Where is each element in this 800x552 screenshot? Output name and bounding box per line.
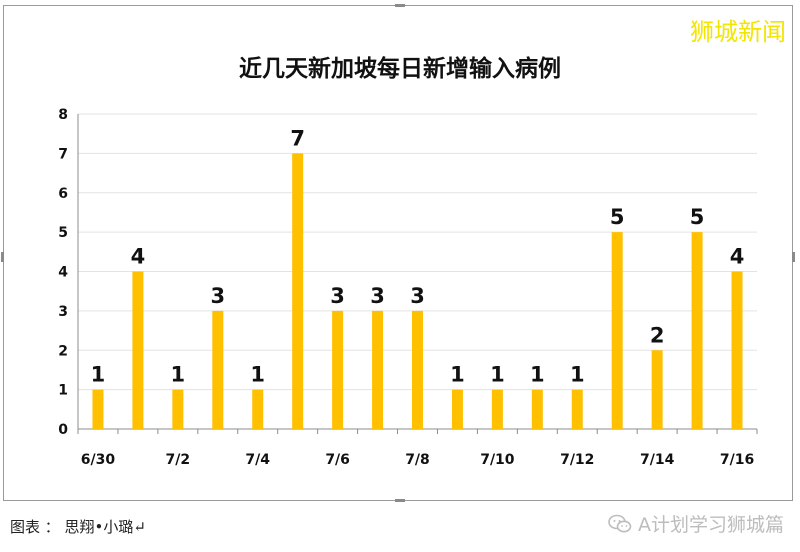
- bar: [731, 271, 743, 429]
- resize-handle-bottom[interactable]: [395, 499, 405, 502]
- bar: [571, 389, 583, 429]
- x-tick-label: 7/4: [245, 452, 270, 468]
- bar: [451, 389, 463, 429]
- data-label: 3: [370, 284, 385, 308]
- bar: [332, 310, 344, 429]
- chart-title: 近几天新加坡每日新增输入病例: [239, 55, 561, 82]
- tick-labels: 0 1 2 3 4 5 6 7 8 6/30 7/2 7/4 7/6 7/8 7/10 7/12 7/14 7/1…: [58, 107, 754, 468]
- bar: [252, 389, 264, 429]
- x-tick-label: 7/6: [325, 452, 350, 468]
- data-label: 1: [570, 363, 585, 387]
- x-tick-label: 7/16: [720, 452, 754, 468]
- bar-chart: 近几天新加坡每日新增输入病例 1 4 1 3 1 7 3 3 3 1 1 1 1 5 2 5 4 0 1 2 3 4 5 6…: [58, 55, 758, 468]
- x-tick-label: 7/12: [560, 452, 594, 468]
- x-tick-label: 7/14: [640, 452, 675, 468]
- bar: [132, 271, 144, 429]
- y-tick-label: 2: [58, 343, 68, 359]
- resize-handle-right[interactable]: [792, 252, 795, 262]
- bar: [412, 310, 423, 429]
- x-tick-label: 7/8: [405, 452, 430, 468]
- y-tick-label: 6: [58, 186, 68, 202]
- bar: [372, 310, 384, 429]
- y-tick-label: 0: [58, 422, 68, 438]
- data-labels: 1 4 1 3 1 7 3 3 3 1 1 1 1 5 2 5 4: [91, 126, 745, 386]
- data-label: 1: [490, 363, 505, 387]
- data-label: 1: [450, 363, 465, 387]
- data-label: 1: [171, 363, 186, 387]
- wechat-icon: [608, 514, 632, 532]
- figure-caption: 图表 ： 思翔•小璐↵: [10, 518, 146, 536]
- bar: [491, 389, 503, 429]
- y-tick-label: 4: [58, 265, 68, 281]
- data-label: 3: [330, 284, 345, 308]
- y-tick-label: 3: [58, 304, 68, 320]
- resize-handle-left[interactable]: [1, 252, 4, 262]
- resize-handle-top[interactable]: [395, 4, 405, 7]
- y-tick-label: 8: [58, 107, 68, 123]
- bar: [212, 310, 224, 429]
- bar: [92, 389, 104, 429]
- bar: [691, 232, 703, 429]
- data-label: 4: [131, 245, 146, 269]
- data-label: 1: [91, 363, 106, 387]
- data-label: 7: [290, 126, 305, 150]
- bar: [531, 389, 543, 429]
- data-label: 1: [530, 363, 545, 387]
- data-label: 2: [650, 323, 665, 347]
- data-label: 1: [250, 363, 265, 387]
- data-label: 4: [730, 245, 745, 269]
- bars: [92, 153, 743, 429]
- y-tick-label: 1: [58, 383, 68, 399]
- x-tick-label: 7/10: [480, 452, 515, 468]
- data-label: 5: [610, 205, 625, 229]
- data-label: 3: [210, 284, 225, 308]
- y-tick-label: 7: [58, 146, 68, 162]
- bar: [611, 232, 623, 429]
- bar: [292, 153, 304, 429]
- wechat-account[interactable]: A计划学习狮城篇: [608, 510, 784, 537]
- bar: [651, 350, 663, 429]
- account-name: A计划学习狮城篇: [638, 514, 784, 536]
- watermark: 狮城新闻: [690, 18, 786, 46]
- x-tick-label: 7/2: [166, 452, 191, 468]
- x-tick-label: 6/30: [81, 452, 116, 468]
- data-label: 3: [410, 284, 425, 308]
- bar: [172, 389, 184, 429]
- y-tick-label: 5: [58, 225, 68, 241]
- data-label: 5: [690, 205, 705, 229]
